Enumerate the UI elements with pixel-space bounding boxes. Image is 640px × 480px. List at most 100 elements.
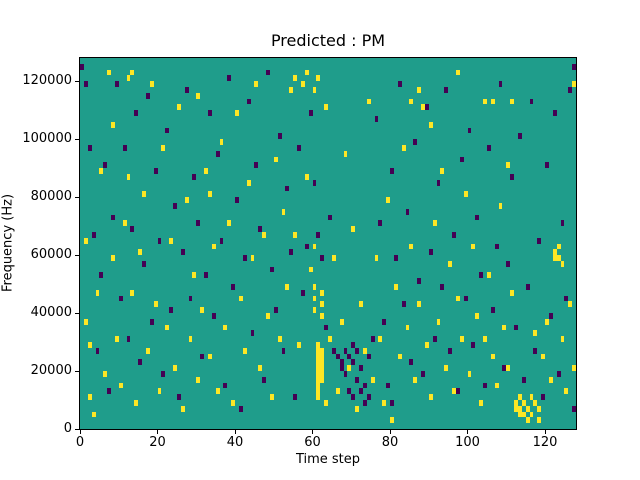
y-tick [75, 196, 79, 198]
heatmap-cell-purple [138, 359, 142, 366]
heatmap-cell-purple [145, 92, 150, 99]
heatmap-cell-yellow [320, 365, 325, 372]
heatmap-cell-yellow [339, 318, 344, 325]
heatmap-cell-yellow [541, 353, 545, 360]
heatmap-cell-yellow [444, 365, 449, 372]
y-tick-label: 100000 [22, 131, 72, 147]
heatmap-cell-purple [572, 405, 576, 412]
heatmap-cell-yellow [537, 405, 542, 412]
heatmap-cell-yellow [316, 394, 321, 401]
heatmap-cell-purple [157, 237, 162, 244]
heatmap-cell-purple [359, 388, 363, 395]
heatmap-cell-yellow [471, 243, 476, 250]
heatmap-cell-purple [498, 81, 503, 87]
heatmap-cell-yellow [455, 295, 460, 302]
heatmap-cell-purple [316, 231, 321, 238]
y-tick-label: 60000 [30, 247, 72, 263]
heatmap-cell-yellow [130, 69, 135, 76]
heatmap-cell-purple [262, 376, 266, 383]
heatmap-cell-purple [440, 284, 445, 290]
heatmap-cell-yellow [254, 81, 259, 87]
heatmap-cell-purple [289, 249, 294, 256]
heatmap-cell-purple [424, 104, 429, 111]
heatmap-cell-purple [413, 139, 418, 145]
x-tick [312, 430, 313, 434]
heatmap-cell-yellow [572, 365, 576, 372]
heatmap-cell-yellow [459, 336, 464, 343]
heatmap-cell-yellow [417, 301, 421, 308]
heatmap-cell-yellow [223, 324, 228, 331]
heatmap-cell-yellow [99, 168, 104, 174]
heatmap-cell-yellow [320, 313, 325, 319]
heatmap-cell-purple [393, 255, 398, 261]
y-tick [75, 138, 79, 140]
heatmap-cell-purple [514, 324, 518, 331]
x-tick [544, 430, 546, 434]
heatmap-cell-purple [459, 156, 464, 163]
heatmap-cell-purple [114, 81, 119, 87]
heatmap-cell-yellow [320, 353, 325, 360]
heatmap-cell-yellow [320, 359, 325, 366]
heatmap-cell-yellow [130, 289, 135, 296]
heatmap-cell-yellow [312, 86, 317, 93]
heatmap-cell-purple [362, 382, 367, 389]
heatmap-cell-purple [471, 342, 476, 348]
heatmap-cell-yellow [386, 197, 390, 203]
heatmap-cell-yellow [572, 81, 576, 87]
heatmap-cell-purple [293, 394, 297, 401]
heatmap-cell-purple [308, 110, 313, 116]
chart-title: Predicted : PM [270, 31, 386, 50]
heatmap-cell-yellow [153, 301, 158, 308]
heatmap-cell-yellow [269, 394, 274, 401]
x-tick [157, 430, 158, 434]
heatmap-cell-yellow [517, 394, 522, 401]
heatmap-cell-purple [219, 237, 224, 244]
heatmap-cell-yellow [316, 359, 321, 366]
heatmap-cell-yellow [87, 342, 92, 348]
heatmap-cell-yellow [533, 330, 538, 337]
heatmap-cell-yellow [204, 168, 208, 174]
heatmap-cell-yellow [126, 173, 131, 180]
heatmap-cell-purple [355, 376, 359, 383]
heatmap-cell-purple [494, 243, 499, 250]
heatmap-cell-yellow [83, 237, 88, 244]
heatmap-cell-yellow [479, 400, 483, 406]
heatmap-cell-purple [386, 382, 390, 389]
heatmap-cell-yellow [421, 104, 425, 111]
heatmap-cell-purple [324, 324, 328, 331]
heatmap-cell-yellow [316, 388, 321, 395]
heatmap-cell-yellow [219, 139, 224, 145]
heatmap-cell-purple [405, 208, 410, 215]
heatmap-cell-yellow [552, 249, 557, 256]
heatmap-cell-purple [200, 353, 204, 360]
heatmap-cell-purple [312, 179, 317, 186]
heatmap-cell-purple [343, 347, 348, 354]
heatmap-cell-purple [207, 110, 212, 116]
heatmap-cell-purple [184, 86, 189, 93]
heatmap-cell-purple [91, 231, 96, 238]
heatmap-cell-yellow [436, 318, 441, 325]
heatmap-cell-yellow [246, 179, 251, 186]
heatmap-cell-yellow [304, 173, 309, 180]
heatmap-cell-yellow [266, 313, 270, 319]
y-tick [75, 312, 79, 314]
heatmap-cell-yellow [176, 104, 181, 111]
heatmap-cell-yellow [510, 98, 514, 105]
heatmap-cell-yellow [393, 284, 398, 290]
heatmap-cell-purple [572, 63, 576, 70]
heatmap-cell-yellow [196, 92, 201, 99]
heatmap-cell-yellow [324, 400, 328, 406]
heatmap-plot [79, 57, 577, 430]
heatmap-cell-yellow [564, 388, 569, 395]
heatmap-cell-purple [490, 307, 495, 314]
x-tick-label: 100 [455, 435, 480, 450]
heatmap-cell-yellow [180, 405, 185, 412]
heatmap-cell-purple [335, 353, 340, 360]
heatmap-cell-purple [339, 365, 344, 372]
heatmap-cell-purple [409, 359, 414, 366]
heatmap-cell-yellow [273, 156, 278, 163]
heatmap-cell-purple [176, 394, 181, 401]
heatmap-cell-yellow [463, 191, 468, 198]
heatmap-cell-yellow [483, 98, 487, 105]
